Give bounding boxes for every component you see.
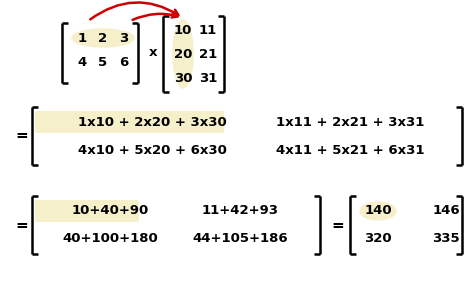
Text: 10: 10 <box>174 24 192 36</box>
Text: 20: 20 <box>174 48 192 61</box>
Text: 1x10 + 2x20 + 3x30: 1x10 + 2x20 + 3x30 <box>78 115 227 129</box>
Text: =: = <box>16 218 28 232</box>
Ellipse shape <box>72 29 134 47</box>
Text: 4x10 + 5x20 + 6x30: 4x10 + 5x20 + 6x30 <box>78 144 227 156</box>
Text: 30: 30 <box>174 71 192 84</box>
Text: 11: 11 <box>199 24 217 36</box>
Text: 146: 146 <box>432 205 460 218</box>
Text: 2: 2 <box>99 32 108 44</box>
Text: 4: 4 <box>77 57 87 69</box>
Text: x: x <box>149 46 157 59</box>
Text: 6: 6 <box>119 57 128 69</box>
Text: 140: 140 <box>364 205 392 218</box>
FancyBboxPatch shape <box>35 200 139 222</box>
Ellipse shape <box>173 20 193 88</box>
Text: =: = <box>16 129 28 144</box>
Text: 335: 335 <box>432 232 460 245</box>
Text: 320: 320 <box>364 232 392 245</box>
Text: 44+105+186: 44+105+186 <box>192 232 288 245</box>
Text: 4x11 + 5x21 + 6x31: 4x11 + 5x21 + 6x31 <box>276 144 424 156</box>
Text: 1x11 + 2x21 + 3x31: 1x11 + 2x21 + 3x31 <box>276 115 424 129</box>
Text: 3: 3 <box>119 32 128 44</box>
Text: 5: 5 <box>99 57 108 69</box>
Ellipse shape <box>360 202 396 220</box>
Text: 11+42+93: 11+42+93 <box>201 205 279 218</box>
Text: 10+40+90: 10+40+90 <box>72 205 149 218</box>
Text: 31: 31 <box>199 71 217 84</box>
Text: 21: 21 <box>199 48 217 61</box>
Text: 1: 1 <box>77 32 87 44</box>
FancyBboxPatch shape <box>35 111 224 133</box>
Text: 40+100+180: 40+100+180 <box>62 232 158 245</box>
Text: =: = <box>332 218 345 232</box>
